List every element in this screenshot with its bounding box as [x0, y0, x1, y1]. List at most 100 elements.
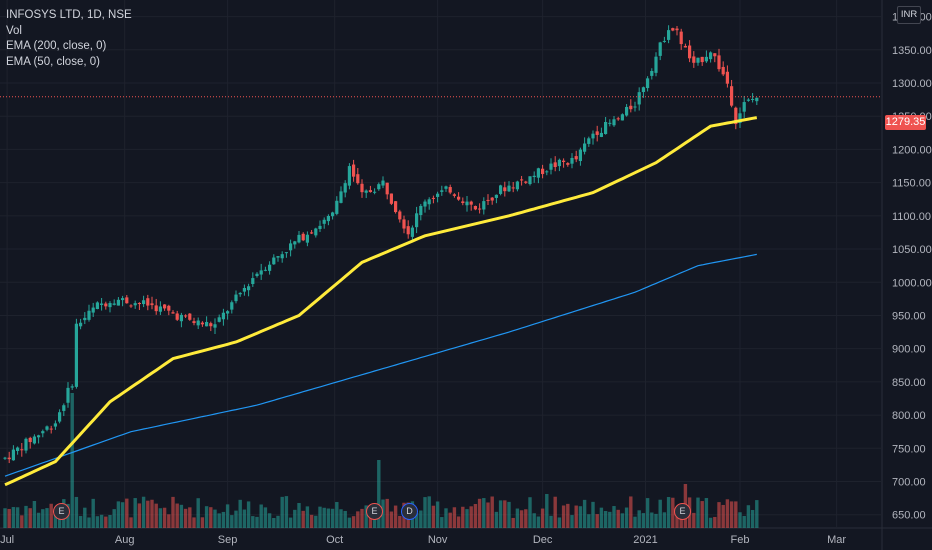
candle-body: [326, 216, 330, 222]
volume-bar: [246, 501, 251, 528]
candle-body: [507, 185, 511, 192]
candle-body: [532, 175, 536, 178]
earnings-event-icon[interactable]: E: [674, 503, 691, 520]
candle-body: [427, 199, 431, 205]
volume-bar: [272, 517, 276, 528]
candle-body: [217, 317, 221, 322]
candle-body: [251, 278, 255, 285]
candle-body: [205, 321, 209, 327]
candle-body: [7, 457, 11, 460]
currency-button[interactable]: INR: [897, 6, 921, 24]
candle-body: [305, 234, 309, 243]
x-tick-label: Mar: [827, 534, 846, 546]
candle-body: [608, 122, 612, 124]
volume-bar: [641, 513, 646, 528]
volume-bar: [377, 460, 381, 528]
candle-body: [751, 98, 755, 100]
volume-bar: [532, 513, 536, 528]
candle-body: [171, 312, 175, 314]
candle-body: [452, 194, 456, 196]
volume-bar: [15, 507, 20, 528]
candle-body: [385, 182, 389, 195]
candle-body: [226, 311, 230, 314]
candle-body: [91, 307, 95, 313]
candle-body: [419, 205, 423, 216]
candle-body: [70, 386, 74, 388]
candle-body: [431, 197, 435, 199]
candle-body: [688, 45, 692, 59]
volume-bar: [750, 509, 755, 528]
volume-bar: [343, 510, 347, 528]
volume-bar: [41, 509, 45, 528]
volume-bar: [490, 496, 494, 528]
volume-bar: [314, 515, 318, 528]
legend-symbol-title[interactable]: INFOSYS LTD, 1D, NSE: [6, 9, 132, 21]
volume-bar: [431, 505, 436, 528]
candle-body: [280, 254, 284, 259]
volume-bar: [225, 504, 230, 528]
volume-bar: [637, 510, 641, 528]
candle-body: [331, 212, 335, 217]
volume-bar: [263, 507, 268, 528]
candle-body: [66, 387, 70, 403]
volume-bar: [566, 503, 570, 528]
candle-body: [318, 225, 322, 229]
candle-body: [116, 299, 120, 306]
candle-body: [20, 449, 24, 451]
volume-bar: [347, 517, 352, 528]
volume-bar: [91, 498, 95, 528]
volume-bar: [78, 516, 83, 528]
volume-bar: [330, 508, 335, 528]
dividend-event-icon[interactable]: D: [401, 503, 418, 520]
candle-body: [49, 428, 53, 430]
candle-body: [272, 257, 276, 265]
x-tick-label: Nov: [428, 534, 448, 546]
legend-ema50[interactable]: EMA (50, close, 0): [6, 55, 100, 68]
candle-body: [347, 166, 351, 186]
y-tick-label: 700.00: [892, 477, 926, 489]
volume-bar: [7, 508, 11, 528]
volume-bar: [238, 499, 242, 528]
volume-bar: [213, 509, 217, 528]
y-tick-label: 800.00: [892, 410, 926, 422]
candle-body: [469, 201, 473, 205]
y-tick-label: 1050.00: [892, 244, 932, 256]
volume-bar: [515, 508, 520, 528]
candle-body: [717, 55, 721, 70]
candle-body: [192, 321, 196, 324]
ema50-line: [4, 116, 758, 487]
volume-bar: [196, 498, 200, 528]
legend-ema200[interactable]: EMA (200, close, 0): [6, 40, 107, 52]
volume-bar: [608, 511, 612, 528]
volume-bar: [57, 512, 62, 528]
volume-bar: [146, 500, 150, 528]
candle-body: [721, 66, 725, 75]
candle-body: [343, 183, 347, 193]
candle-body: [289, 243, 293, 251]
candle-body: [704, 56, 708, 62]
candle-body: [646, 78, 650, 89]
volume-bar: [3, 508, 7, 528]
volume-bar: [28, 508, 32, 528]
earnings-event-icon[interactable]: E: [366, 503, 383, 520]
candle-body: [28, 437, 32, 443]
volume-bar: [125, 498, 129, 528]
volume-bar: [204, 506, 209, 528]
volume-bar: [549, 515, 553, 528]
volume-bar: [267, 513, 272, 528]
candle-body: [730, 86, 734, 106]
candle-body: [650, 70, 654, 76]
earnings-event-icon[interactable]: E: [53, 503, 70, 520]
volume-bar: [221, 511, 226, 528]
legend-volume[interactable]: Vol: [6, 24, 22, 37]
candle-body: [654, 56, 658, 73]
candle-body: [150, 303, 154, 306]
volume-bar: [95, 516, 100, 528]
volume-bar: [717, 502, 721, 528]
volume-bar: [721, 504, 725, 528]
candle-body: [620, 114, 624, 121]
candle-body: [536, 168, 540, 178]
volume-bar: [20, 515, 24, 528]
candle-body: [755, 97, 759, 102]
